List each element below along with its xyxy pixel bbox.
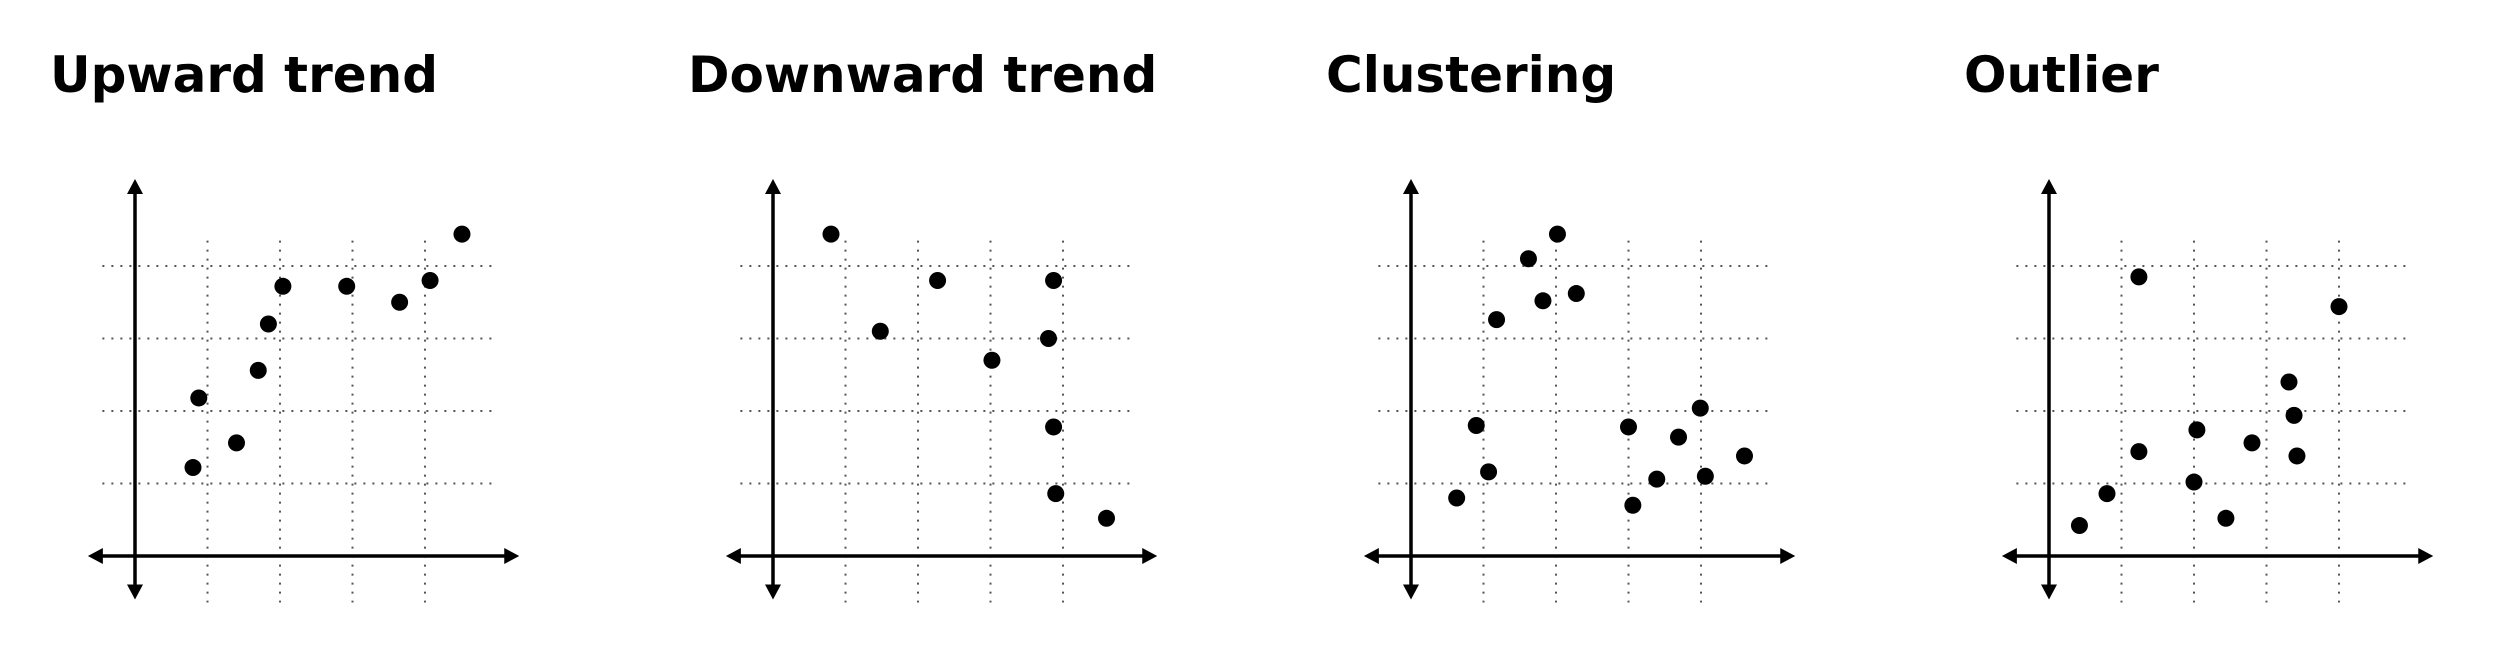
chart-title: Outlier [1964,46,2159,104]
x-axis-arrow-right [1142,548,1158,564]
data-point [2188,421,2206,439]
data-point [338,277,356,295]
data-point [1098,509,1115,527]
data-point [274,277,292,295]
data-point [1648,470,1666,488]
data-point [1480,463,1498,481]
x-axis-arrow-right [504,548,520,564]
x-axis-arrow-left [87,548,103,564]
chart-panel-clustering: Clustering [1326,0,1946,672]
data-point [1040,330,1057,347]
data-point [1620,418,1637,436]
data-point [2130,443,2148,461]
data-point [249,361,267,379]
chart-title: Upward trend [50,46,439,104]
data-point [453,225,471,243]
scatter-plot [2001,179,2434,603]
data-point [1696,467,1714,485]
y-axis-arrow-top [2041,179,2057,194]
chart-title: Clustering [1326,46,1617,104]
data-point [1670,428,1688,446]
data-point [2070,517,2088,535]
data-point [1691,399,1709,417]
data-point [1047,485,1065,503]
data-point [1448,489,1466,507]
data-point [421,272,439,289]
data-point [871,322,889,340]
chart-panel-downward-trend: Downward trend [688,0,1308,672]
data-point [2185,473,2203,491]
data-point [2280,373,2298,391]
scatter-plot [725,179,1158,603]
y-axis-arrow-top [127,179,143,194]
data-point [1519,250,1537,268]
x-axis-arrow-right [2418,548,2434,564]
x-axis-arrow-left [2001,548,2017,564]
y-axis-arrow-bottom [2041,584,2057,600]
chart-panel-outlier: Outlier [1964,0,2494,672]
data-point [259,315,277,333]
scatter-plot [87,179,520,603]
data-point [983,351,1001,369]
data-point [1467,417,1485,434]
data-point [1045,418,1063,436]
y-axis-arrow-top [1403,179,1419,194]
x-axis-arrow-left [1363,548,1379,564]
data-point [2288,447,2306,465]
data-point [190,389,208,407]
data-point [1624,496,1642,514]
y-axis-arrow-bottom [765,584,781,600]
data-point [1736,447,1753,465]
data-point [184,459,202,477]
data-point [2130,268,2148,286]
data-point [1548,225,1566,243]
data-point [1045,272,1063,289]
data-point [822,225,840,243]
data-point [391,293,409,311]
data-point [1567,285,1585,303]
data-point [1534,292,1552,310]
x-axis-arrow-left [725,548,741,564]
chart-panel-upward-trend: Upward trend [50,0,670,672]
y-axis-arrow-top [765,179,781,194]
chart-title: Downward trend [688,46,1158,104]
data-point [228,434,245,452]
y-axis-arrow-bottom [127,584,143,600]
x-axis-arrow-right [1780,548,1796,564]
y-axis-arrow-bottom [1403,584,1419,600]
data-point [929,272,947,289]
data-point [1488,311,1506,329]
scatter-plot [1363,179,1796,603]
data-point [2330,298,2348,316]
data-point [2217,509,2235,527]
data-point [2098,485,2116,503]
data-point [2243,434,2261,452]
data-point [2285,406,2303,424]
